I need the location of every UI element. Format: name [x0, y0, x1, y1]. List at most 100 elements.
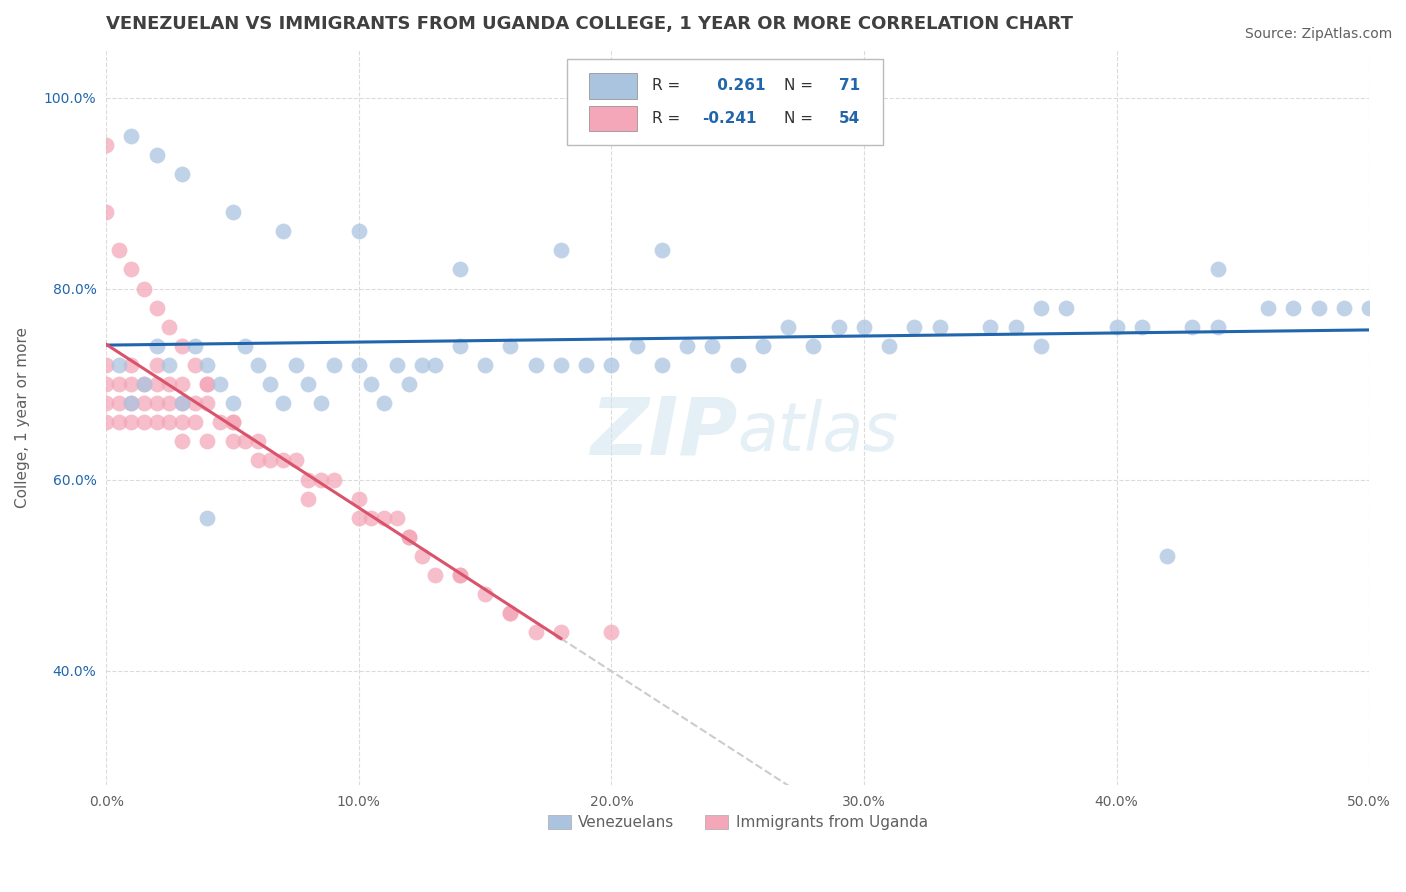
Text: ZIP: ZIP [591, 393, 738, 471]
Text: atlas: atlas [738, 399, 898, 465]
Point [449, 262, 471, 277]
Point [903, 319, 925, 334]
Point [1282, 301, 1305, 315]
Point [322, 473, 344, 487]
Point [96, 396, 118, 410]
Point [221, 434, 243, 449]
Point [373, 510, 395, 524]
Point [550, 244, 572, 258]
Text: VENEZUELAN VS IMMIGRANTS FROM UGANDA COLLEGE, 1 YEAR OR MORE CORRELATION CHART: VENEZUELAN VS IMMIGRANTS FROM UGANDA COL… [107, 15, 1073, 33]
Point [449, 568, 471, 582]
Point [121, 128, 143, 143]
Point [108, 415, 131, 429]
Text: 71: 71 [839, 78, 860, 94]
Point [183, 339, 205, 353]
Point [979, 319, 1001, 334]
Point [96, 138, 118, 153]
Point [233, 434, 256, 449]
Point [246, 453, 269, 467]
Point [411, 549, 433, 563]
Point [134, 377, 156, 392]
Point [1004, 319, 1026, 334]
Point [398, 377, 420, 392]
Point [134, 377, 156, 392]
Point [600, 358, 623, 372]
Text: -0.241: -0.241 [703, 112, 756, 127]
Point [803, 339, 825, 353]
Point [170, 377, 193, 392]
Point [170, 434, 193, 449]
Point [575, 358, 598, 372]
Point [1181, 319, 1204, 334]
Point [297, 473, 319, 487]
Text: R =: R = [652, 78, 685, 94]
Point [145, 301, 167, 315]
Point [195, 396, 218, 410]
Point [96, 358, 118, 372]
Point [96, 205, 118, 219]
Text: 0.261: 0.261 [713, 78, 766, 94]
Point [121, 396, 143, 410]
Point [134, 396, 156, 410]
Point [271, 453, 294, 467]
Point [1333, 301, 1355, 315]
Point [297, 377, 319, 392]
Point [651, 358, 673, 372]
Point [373, 396, 395, 410]
Point [778, 319, 800, 334]
Point [271, 224, 294, 238]
Point [221, 415, 243, 429]
Point [297, 491, 319, 506]
Point [246, 358, 269, 372]
Point [309, 396, 332, 410]
Point [108, 396, 131, 410]
Point [1054, 301, 1077, 315]
Text: R =: R = [652, 112, 685, 127]
Point [524, 358, 547, 372]
Point [360, 377, 382, 392]
Point [524, 625, 547, 640]
Point [121, 358, 143, 372]
Point [347, 510, 370, 524]
Point [157, 396, 180, 410]
Point [1308, 301, 1330, 315]
Point [233, 339, 256, 353]
Point [499, 339, 522, 353]
Point [145, 148, 167, 162]
Point [1029, 301, 1052, 315]
Point [145, 339, 167, 353]
Point [259, 453, 281, 467]
FancyBboxPatch shape [567, 59, 883, 145]
Point [411, 358, 433, 372]
Point [134, 415, 156, 429]
Point [347, 224, 370, 238]
Point [727, 358, 749, 372]
Point [195, 434, 218, 449]
Point [157, 358, 180, 372]
Point [309, 473, 332, 487]
Point [271, 396, 294, 410]
Point [195, 377, 218, 392]
Point [284, 358, 307, 372]
Text: 54: 54 [839, 112, 860, 127]
Point [121, 415, 143, 429]
Point [385, 358, 408, 372]
Point [108, 244, 131, 258]
Point [108, 377, 131, 392]
Point [499, 606, 522, 620]
Point [550, 625, 572, 640]
Point [208, 415, 231, 429]
Point [221, 415, 243, 429]
Point [347, 358, 370, 372]
Point [157, 377, 180, 392]
Point [145, 415, 167, 429]
Point [423, 568, 446, 582]
Point [121, 377, 143, 392]
Point [550, 358, 572, 372]
Point [360, 510, 382, 524]
Text: N =: N = [785, 78, 818, 94]
Point [121, 262, 143, 277]
Y-axis label: College, 1 year or more: College, 1 year or more [15, 327, 30, 508]
Point [828, 319, 851, 334]
Point [449, 339, 471, 353]
